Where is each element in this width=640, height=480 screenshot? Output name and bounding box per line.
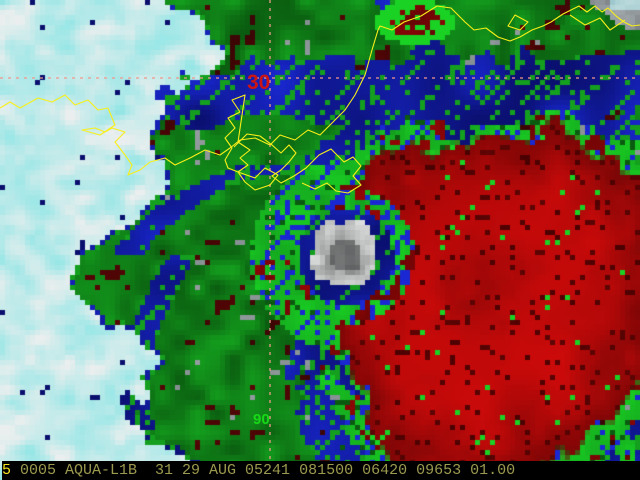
svg-text:30: 30 — [247, 71, 270, 94]
svg-text:90: 90 — [253, 411, 270, 428]
